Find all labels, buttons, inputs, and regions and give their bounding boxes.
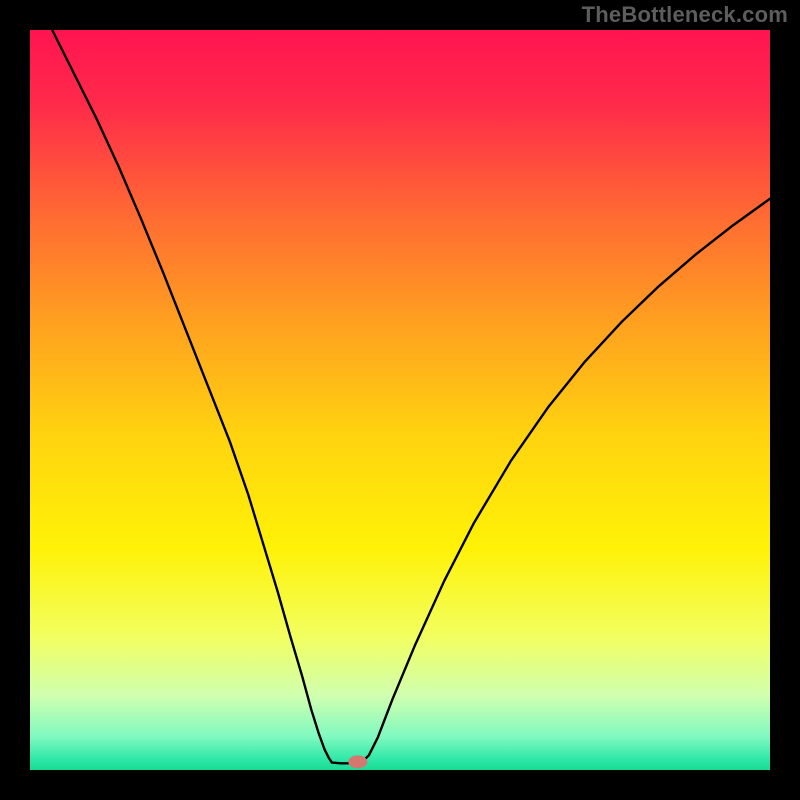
watermark-text: TheBottleneck.com <box>582 2 788 28</box>
minimum-marker <box>349 756 367 768</box>
chart-frame: TheBottleneck.com <box>0 0 800 800</box>
gradient-background <box>30 30 770 770</box>
plot-area <box>30 30 770 770</box>
chart-svg <box>30 30 770 770</box>
